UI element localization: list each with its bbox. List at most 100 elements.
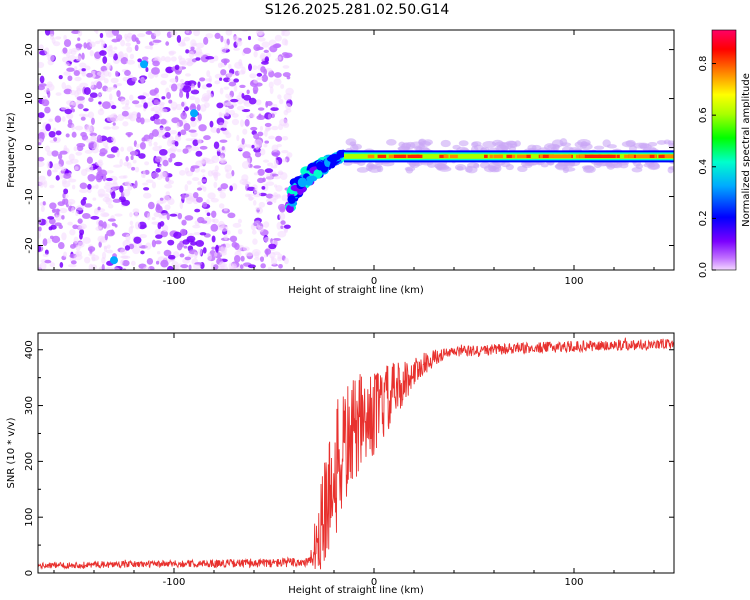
spectrogram-noise-blob xyxy=(247,194,254,198)
spectrogram-noise-blob xyxy=(285,103,292,110)
spectrogram-noise-blob xyxy=(75,151,83,156)
spectrogram-noise-blob xyxy=(239,119,245,127)
spectrogram-noise-blob xyxy=(282,65,290,69)
spectrogram-noise-blob xyxy=(227,63,232,69)
spectrogram-noise-blob xyxy=(103,70,110,77)
spectrogram-noise-blob xyxy=(251,144,255,149)
spectrogram-noise-blob xyxy=(153,212,160,218)
spectrogram-noise-blob xyxy=(160,118,167,125)
spectrogram-noise-blob xyxy=(206,212,211,217)
spectrogram-noise-blob xyxy=(148,141,153,147)
spectrogram-noise-blob xyxy=(182,148,189,154)
spectrogram-noise-blob xyxy=(39,181,45,188)
spectrogram-noise-blob xyxy=(144,161,150,166)
spectrogram-noise-blob xyxy=(120,146,125,152)
spectrogram-noise-blob xyxy=(268,243,277,250)
spectrogram-noise-blob xyxy=(220,183,229,190)
spectrogram-noise-peak xyxy=(140,60,148,69)
spectrogram-noise-blob xyxy=(60,166,67,172)
spectrogram-noise-blob xyxy=(197,81,201,89)
spectrogram-transition-blob xyxy=(316,161,324,171)
spectrogram-noise-blob xyxy=(77,30,83,37)
spectrogram-noise-blob xyxy=(147,212,151,221)
spectrogram-noise-blob xyxy=(83,108,89,112)
spectrogram-noise-blob xyxy=(99,152,106,157)
spectrogram-noise-blob xyxy=(220,265,229,270)
spectrogram-noise-blob xyxy=(270,165,278,169)
spectrogram-noise-blob xyxy=(220,69,227,76)
spectrogram-noise-blob xyxy=(44,145,51,152)
spectrogram-noise-blob xyxy=(151,181,157,189)
spectrogram-x-label: Height of straight line (km) xyxy=(288,285,424,296)
spectrogram-noise-blob xyxy=(179,253,185,258)
spectrogram-noise-blob xyxy=(259,125,264,131)
spectrogram-noise-blob xyxy=(89,41,96,48)
spectrogram-noise-blob xyxy=(78,113,86,117)
spectrogram-noise-blob xyxy=(206,199,210,205)
spectrogram-noise-blob xyxy=(253,133,260,140)
spectrogram-noise-blob xyxy=(267,162,274,167)
spectrogram-noise-blob xyxy=(281,194,289,202)
spectrogram-noise-blob xyxy=(94,40,101,45)
spectrogram-noise-blob xyxy=(197,113,202,122)
spectrogram-noise-blob xyxy=(214,80,221,85)
spectrogram-noise-blob xyxy=(45,123,51,132)
spectrogram-noise-blob xyxy=(111,50,116,55)
spectrogram-line-core xyxy=(388,154,395,158)
spectrogram-noise-blob xyxy=(259,148,266,156)
snr-y-tick-label: 0 xyxy=(24,570,35,576)
spectrogram-noise-blob xyxy=(248,63,253,71)
spectrogram-noise-blob xyxy=(115,83,123,87)
spectrogram-noise-blob xyxy=(215,244,219,253)
spectrogram-noise-blob xyxy=(223,77,231,83)
spectrogram-noise-blob xyxy=(196,196,203,203)
spectrogram-noise-blob xyxy=(113,164,122,168)
spectrogram-line-halo xyxy=(482,140,497,149)
spectrogram-line-halo xyxy=(505,163,514,171)
spectrogram-noise-blob xyxy=(209,93,213,99)
spectrogram-line-halo xyxy=(517,165,528,173)
spectrogram-noise-blob xyxy=(69,89,77,96)
spectrogram-x-tick-label: 100 xyxy=(564,276,583,287)
spectrogram-x-tick-label: 0 xyxy=(371,276,377,287)
spectrogram-noise-blob xyxy=(169,213,178,217)
spectrogram-noise-blob xyxy=(179,228,187,236)
spectrogram-noise-blob xyxy=(120,98,126,105)
spectrogram-noise-blob xyxy=(63,34,67,41)
spectrogram-noise-blob xyxy=(102,213,110,217)
spectrogram-noise-blob xyxy=(278,98,284,105)
spectrogram-noise-blob xyxy=(69,229,76,236)
spectrogram-y-label: Frequency (Hz) xyxy=(6,112,17,188)
spectrogram-noise-blob xyxy=(184,80,191,86)
spectrogram-noise-blob xyxy=(207,253,212,262)
spectrogram-transition-blob xyxy=(313,169,323,179)
spectrogram-noise-blob xyxy=(121,255,131,260)
spectrogram-frame xyxy=(37,29,675,271)
spectrogram-noise-blob xyxy=(99,107,104,112)
spectrogram-noise-blob xyxy=(263,254,268,258)
spectrogram-noise-blob xyxy=(77,218,83,224)
spectrogram-noise-blob xyxy=(223,233,228,241)
spectrogram-noise-blob xyxy=(174,135,182,142)
spectrogram-line-halo xyxy=(436,164,443,171)
spectrogram-noise-blob xyxy=(280,225,284,230)
spectrogram-noise-blob xyxy=(184,215,194,221)
spectrogram-line-halo xyxy=(458,140,469,147)
spectrogram-noise-blob xyxy=(152,39,162,43)
spectrogram-y-tick-label: 10 xyxy=(24,92,35,105)
spectrogram-noise-blob xyxy=(157,127,166,133)
spectrogram-line-halo xyxy=(605,162,613,168)
spectrogram-noise-blob xyxy=(181,101,185,107)
spectrogram-noise-blob xyxy=(237,144,246,151)
spectrogram-noise-blob xyxy=(44,30,51,36)
snr-y-tick-label: 300 xyxy=(24,396,35,415)
spectrogram-noise-blob xyxy=(211,246,216,250)
spectrogram-line-core xyxy=(636,154,647,158)
spectrogram-noise-blob xyxy=(256,115,266,121)
spectrogram-noise-blob xyxy=(132,246,141,255)
spectrogram-noise-blob xyxy=(253,89,258,95)
spectrogram-noise-blob xyxy=(62,47,68,54)
spectrogram-noise-blob xyxy=(46,161,51,169)
spectrogram-noise-blob xyxy=(235,39,243,47)
